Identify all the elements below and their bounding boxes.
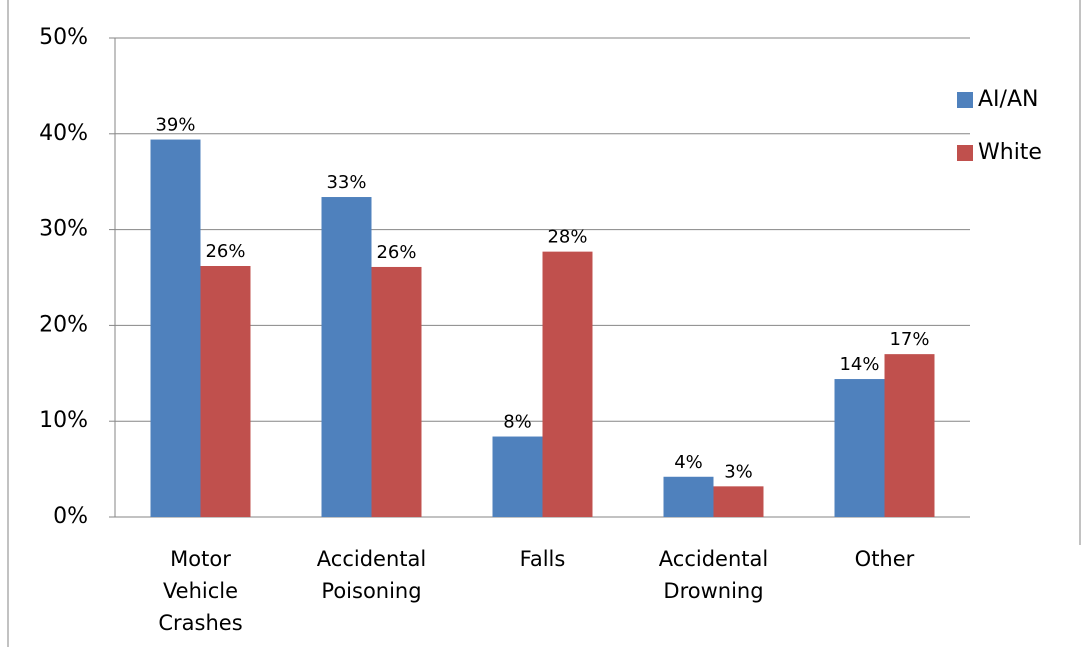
y-tick-label: 0% — [53, 504, 88, 529]
data-label: 14% — [839, 354, 879, 375]
legend-label: White — [978, 140, 1042, 165]
x-tick-label: Motor Vehicle Crashes — [158, 547, 243, 635]
y-tick-label: 10% — [39, 408, 88, 433]
legend-label: AI/AN — [978, 87, 1038, 112]
chart-frame — [7, 0, 1081, 647]
data-label: 4% — [674, 452, 703, 473]
data-label: 8% — [503, 412, 532, 433]
bar — [150, 139, 201, 517]
bar — [884, 354, 935, 517]
x-tick-label: Accidental Poisoning — [316, 547, 427, 603]
x-tick-label: Other — [854, 547, 915, 571]
data-label: 28% — [547, 227, 587, 248]
bar — [542, 251, 593, 517]
bar — [321, 197, 372, 517]
y-tick-label: 30% — [39, 217, 88, 242]
bar — [371, 266, 422, 517]
data-label: 17% — [889, 329, 929, 350]
data-label: 33% — [326, 172, 366, 193]
y-tick-label: 40% — [39, 121, 88, 146]
bar — [200, 266, 251, 517]
x-tick-label: Accidental Drowning — [658, 547, 769, 603]
y-tick-label: 50% — [39, 25, 88, 50]
data-label: 3% — [724, 461, 753, 482]
bar — [713, 486, 764, 517]
x-tick-label: Falls — [519, 547, 566, 571]
legend-swatch — [957, 92, 973, 108]
bar — [492, 436, 543, 517]
legend-swatch — [957, 145, 973, 161]
bar — [834, 379, 885, 517]
bar — [663, 476, 714, 517]
y-tick-label: 20% — [39, 312, 88, 337]
data-label: 26% — [376, 242, 416, 263]
data-label: 26% — [205, 241, 245, 262]
data-label: 39% — [155, 115, 195, 136]
